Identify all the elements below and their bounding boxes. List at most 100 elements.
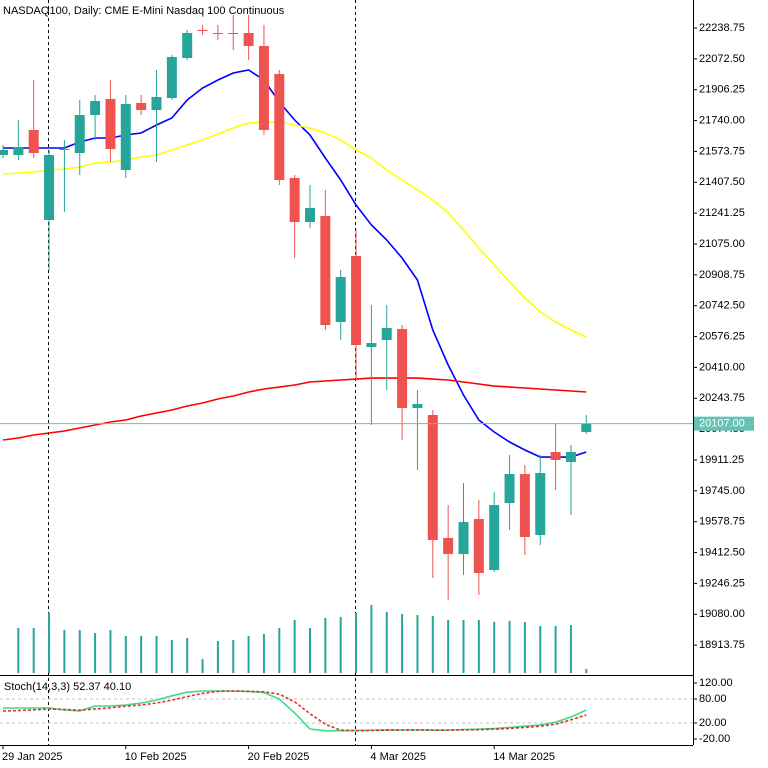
volume-bar [508,621,511,673]
x-tick-label: 20 Feb 2025 [248,751,310,763]
candle-body [305,208,315,223]
volume-bar [278,628,281,673]
volume-bar [416,615,419,673]
indicator-line [3,69,587,458]
candle-body [473,519,484,574]
volume-bar [569,625,572,673]
candle-body [212,33,223,35]
y-tick-label: 19578.75 [699,516,745,528]
volume-bar [109,630,112,673]
chart-title: NASDAQ100, Daily: CME E-Mini Nasdaq 100 … [3,5,285,17]
y-tick-label: -20.00 [699,733,730,745]
y-tick-label: 19246.25 [699,577,745,589]
x-tick-label: 29 Jan 2025 [2,751,63,763]
volume-bar [385,612,388,673]
volume-bar [339,617,342,673]
x-tick-label: 10 Feb 2025 [125,751,187,763]
volume-bar [155,636,158,673]
candle-body [366,343,377,348]
volume-bar [554,626,557,673]
candle-body [351,256,362,346]
candle-body [565,452,576,463]
y-tick-label: 19911.25 [699,454,744,466]
volume-bar [94,633,97,673]
last-price-label: 20107.00 [699,418,745,430]
candle-body [397,329,408,409]
y-tick-label: 19080.00 [699,608,745,620]
candle-body [274,74,285,180]
candle-body [489,505,500,571]
candle-body [535,473,546,536]
candle-body [105,99,116,150]
candle-body [519,474,530,538]
y-tick-label: 21906.25 [699,84,745,96]
volume-bar [78,630,81,673]
candle-body [443,538,454,555]
y-tick-label: 19745.00 [699,485,745,497]
volume-bar [462,620,465,673]
candle-body [74,115,85,154]
candle-body [289,178,300,223]
candle-body [44,154,55,221]
candle-body [243,33,254,46]
candle-body [151,96,162,111]
candle-body [28,129,39,154]
y-tick-label: 20908.75 [699,269,745,281]
volume-bar [431,616,434,673]
candle-body [412,404,423,409]
candle-body [581,423,592,433]
volume-bar [355,613,358,673]
candle-body [320,216,331,326]
volume-bar [370,605,373,673]
volume-bar [477,620,480,673]
y-tick-label: 120.00 [699,677,733,689]
y-tick-label: 21573.75 [699,145,745,157]
candle-body [458,522,469,555]
candle-body [197,29,208,31]
volume-bar [247,636,250,673]
candle-body [166,56,177,98]
volume-bar [447,620,450,673]
volume-bar [523,622,526,673]
candle-body [228,33,239,35]
y-tick-label: 22072.50 [699,53,745,65]
volume-bar [63,630,66,673]
y-tick-label: 21075.00 [699,238,745,250]
last-price-box [694,416,754,431]
y-tick-label: 20410.00 [699,361,745,373]
plot-layer [0,14,693,732]
candle-body [427,415,438,541]
y-tick-label: 20.00 [699,717,727,729]
y-tick-label: 22238.75 [699,22,745,34]
volume-bar [201,659,204,673]
candle-body [258,45,269,130]
volume-bar [293,620,296,673]
volume-bar [186,638,189,673]
y-tick-label: 19412.50 [699,546,745,558]
volume-bar [216,641,219,673]
volume-bar [48,613,51,673]
volume-bar [170,640,173,673]
volume-bar [232,640,235,673]
indicator-line [2,690,587,732]
indicator-title: Stoch(14,3,3) 52.37 40.10 [4,681,131,693]
candle-body [59,149,70,151]
candle-body [504,474,515,504]
y-tick-label: 80.00 [699,693,727,705]
volume-bar [493,622,496,673]
y-tick-label: 18913.75 [699,639,745,651]
x-tick-label: 4 Mar 2025 [370,751,426,763]
candle-body [13,146,24,155]
candle-body [550,452,561,461]
volume-bar [124,636,127,673]
candle-body [120,104,131,171]
y-tick-label: 21407.50 [699,176,745,188]
indicator-line [2,121,587,338]
volume-bar [32,628,35,673]
y-tick-label: 20576.25 [699,330,745,342]
candle-body [381,328,392,341]
candle-body [335,277,346,323]
y-tick-label: 20742.50 [699,300,745,312]
